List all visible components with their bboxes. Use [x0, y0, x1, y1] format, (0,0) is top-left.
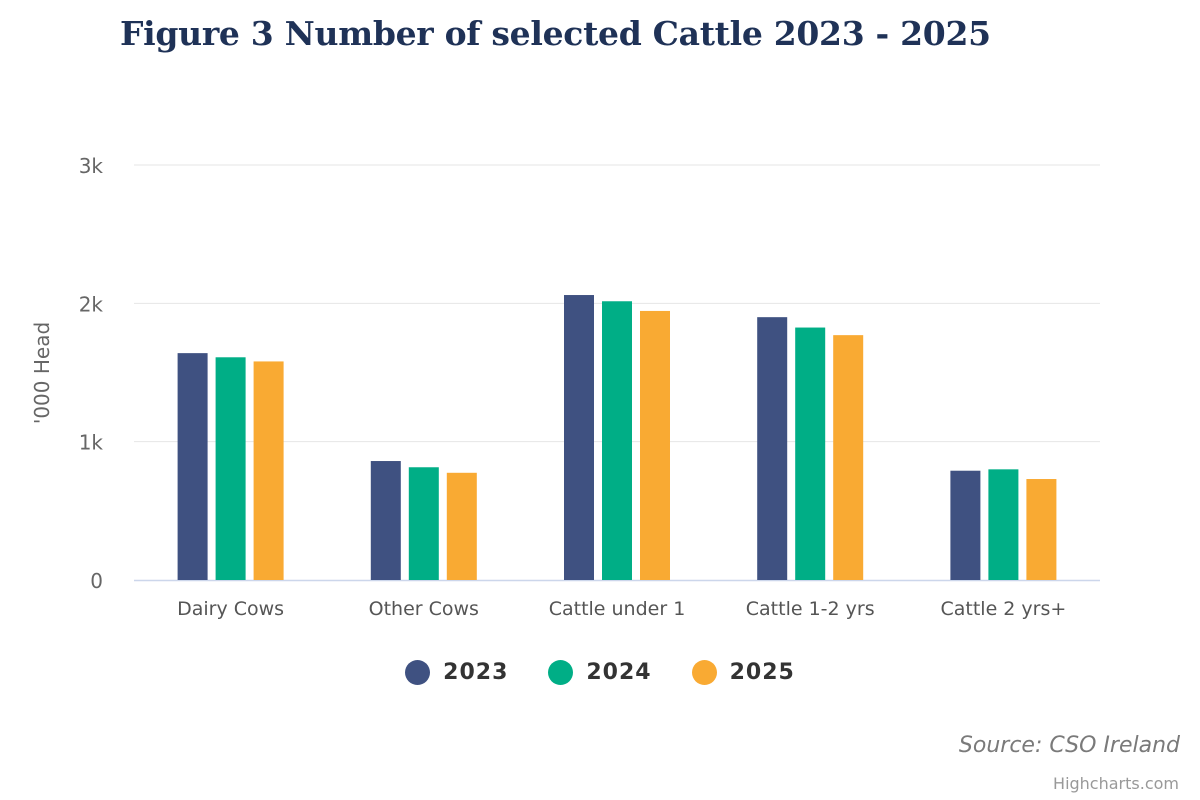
bar-2023[interactable]: [177, 353, 208, 580]
bar-2025[interactable]: [833, 335, 864, 580]
bar-2024[interactable]: [215, 357, 246, 580]
bar-2023[interactable]: [950, 470, 981, 580]
legend-label: 2023: [443, 660, 509, 685]
legend-marker-icon: [691, 660, 717, 685]
bar-2024[interactable]: [602, 301, 632, 580]
x-tick-label: Dairy Cows: [177, 598, 284, 620]
legend-item-2023[interactable]: 2023: [405, 660, 508, 685]
y-tick-label: 3k: [79, 154, 104, 178]
y-tick-label: 2k: [79, 292, 104, 316]
chart-title: Figure 3 Number of selected Cattle 2023 …: [120, 14, 991, 53]
y-axis-title: '000 Head: [30, 321, 54, 425]
bar-2025[interactable]: [446, 472, 477, 580]
x-tick-label: Cattle 2 yrs+: [940, 598, 1066, 620]
bar-2025[interactable]: [1026, 479, 1057, 580]
x-tick-label: Cattle under 1: [549, 598, 686, 620]
source-note: Source: CSO Ireland: [958, 733, 1180, 758]
bar-2025[interactable]: [640, 310, 670, 580]
bar-2025[interactable]: [253, 361, 284, 580]
y-tick-label: 0: [90, 569, 103, 593]
x-tick-label: Cattle 1-2 yrs: [746, 598, 875, 620]
bar-2024[interactable]: [988, 469, 1019, 580]
x-tick-label: Other Cows: [369, 598, 479, 620]
credits-link[interactable]: Highcharts.com: [1053, 774, 1179, 793]
legend-marker-icon: [405, 660, 431, 685]
bar-2023[interactable]: [370, 461, 401, 580]
legend-item-2024[interactable]: 2024: [548, 660, 651, 685]
chart-legend: 2023 2024 2025: [0, 660, 1200, 685]
legend-item-2025[interactable]: 2025: [691, 660, 795, 685]
legend-label: 2024: [586, 660, 652, 685]
y-tick-label: 1k: [79, 431, 104, 455]
legend-label: 2025: [729, 660, 795, 685]
legend-marker-icon: [548, 660, 574, 685]
bar-2024[interactable]: [795, 327, 826, 580]
bar-2023[interactable]: [564, 295, 594, 580]
bar-2023[interactable]: [757, 317, 788, 580]
bar-2024[interactable]: [408, 467, 439, 580]
